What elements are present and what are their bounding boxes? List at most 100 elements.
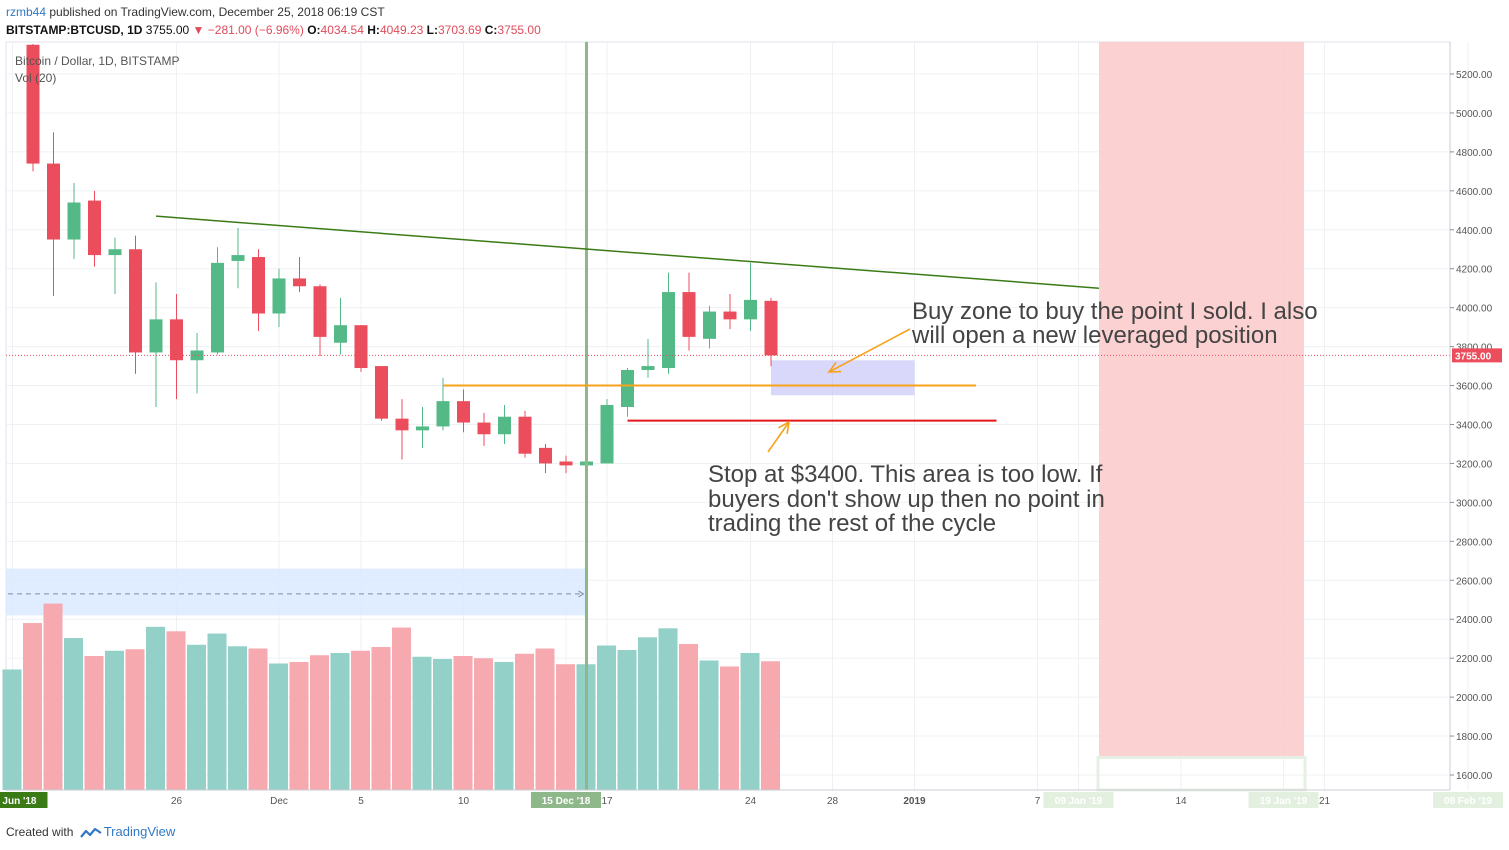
candle-body (129, 249, 142, 353)
red-zone (1099, 42, 1304, 758)
open-value: 4034.54 (320, 23, 364, 37)
volume-bar (453, 656, 473, 790)
price-change: −281.00 (−6.96%) (207, 23, 304, 37)
high-label: H: (367, 23, 380, 37)
x-label-badge-text: 19 Jan '19 (1260, 796, 1308, 807)
volume-bar (248, 648, 268, 790)
candle-body (395, 418, 409, 431)
candle (313, 284, 327, 357)
candle (764, 297, 778, 367)
x-label-badge-text: 24 Jun '18 (0, 796, 37, 807)
volume-bar (166, 631, 186, 790)
candle-body (436, 401, 450, 427)
y-tick-label: 5000.00 (1456, 109, 1493, 120)
x-tick-label: Dec (270, 796, 288, 807)
series-title: Bitcoin / Dollar, 1D, BITSTAMP (15, 54, 180, 68)
x-tick-label: 26 (171, 796, 183, 807)
volume-bar (310, 655, 329, 790)
candle (190, 332, 204, 394)
candle-body (498, 416, 511, 435)
candle-body (211, 262, 224, 353)
trendline (155, 215, 1100, 289)
volume-bar (658, 628, 678, 790)
zones-layer (6, 42, 1307, 792)
volume-bar (515, 653, 534, 790)
candle-body (67, 202, 81, 240)
low-label: L: (426, 23, 438, 37)
candle (641, 338, 655, 378)
y-tick-label: 2600.00 (1456, 576, 1493, 587)
candle-body (477, 422, 491, 435)
candle (682, 272, 696, 351)
x-axis[interactable]: 24 Jun '18 26 Dec 5 10 15 Dec '18 17 24 28 2019 7 0… (0, 789, 1503, 808)
candle (149, 282, 163, 407)
candle (477, 412, 491, 446)
volume-bar (679, 644, 698, 790)
y-tick-label: 5200.00 (1456, 70, 1493, 81)
down-triangle-icon: ▼ (192, 23, 205, 37)
candle-body (621, 369, 634, 407)
candle (170, 294, 183, 400)
last-price-badge-label: 3755.00 (1455, 351, 1492, 362)
candle (129, 235, 142, 374)
y-axis[interactable]: 5200.00 5000.00 4800.00 4600.00 4400.00 4200.… (1449, 42, 1502, 790)
candle (67, 183, 81, 259)
x-tick-label: 10 (458, 796, 470, 807)
volume-bar (289, 661, 309, 790)
x-label-badge-text: 15 Dec '18 (542, 796, 591, 807)
arrow-right-icon (578, 590, 585, 598)
y-tick-label: 4400.00 (1456, 226, 1493, 237)
stop-note-line-3: trading the rest of the cycle (708, 510, 996, 537)
candle-body (47, 163, 60, 240)
y-tick-label: 1800.00 (1456, 732, 1493, 743)
candle-body (723, 311, 737, 320)
tradingview-logo-icon (79, 827, 102, 838)
candle (703, 305, 716, 349)
last-price-badge (1452, 348, 1502, 363)
volume-bar (412, 656, 432, 790)
x-tick-label: 5 (358, 796, 364, 807)
volume-bar (494, 661, 514, 790)
y-tick-label: 2000.00 (1456, 693, 1493, 704)
candle (395, 399, 409, 460)
y-tick-label: 4000.00 (1456, 304, 1493, 315)
y-tick-label: 1600.00 (1456, 771, 1493, 782)
candle-body (662, 292, 675, 369)
tradingview-brand-link[interactable]: TradingView (103, 824, 176, 839)
candle (108, 237, 122, 295)
candle-body (313, 286, 327, 337)
volume-bar (187, 644, 206, 790)
volume-bar (84, 656, 104, 790)
x-label-badge-text: 09 Jan '19 (1055, 796, 1103, 807)
volume-bar (474, 658, 493, 790)
candle (559, 455, 573, 474)
candle-body (108, 249, 122, 256)
volume-bar (535, 648, 555, 790)
footer: Created with TradingView (6, 824, 175, 839)
candle-body (539, 447, 552, 464)
x-label-badge (0, 792, 48, 808)
volume-bar (64, 638, 83, 790)
candle-body (231, 255, 245, 261)
candle (539, 443, 552, 474)
y-tick-label: 4200.00 (1456, 265, 1493, 276)
buy-zone-note-line-2: will open a new leveraged position (911, 322, 1278, 349)
candle (252, 249, 265, 332)
username-link[interactable]: rzmb44 (6, 5, 47, 19)
volume-bar (433, 658, 452, 790)
candle-body (190, 350, 204, 361)
candle (88, 190, 101, 267)
low-value: 3703.69 (438, 23, 482, 37)
candle (723, 294, 737, 330)
x-tick-label: 17 (601, 796, 613, 807)
buy-zone (771, 360, 915, 396)
candle-body (682, 292, 696, 337)
candle (744, 262, 757, 332)
y-tick-label: 3400.00 (1456, 421, 1493, 432)
y-tick-label: 4800.00 (1456, 148, 1493, 159)
x-tick-label: 21 (1319, 796, 1331, 807)
candle-body (272, 278, 286, 314)
volume-bar (392, 627, 411, 790)
candle (47, 132, 60, 296)
